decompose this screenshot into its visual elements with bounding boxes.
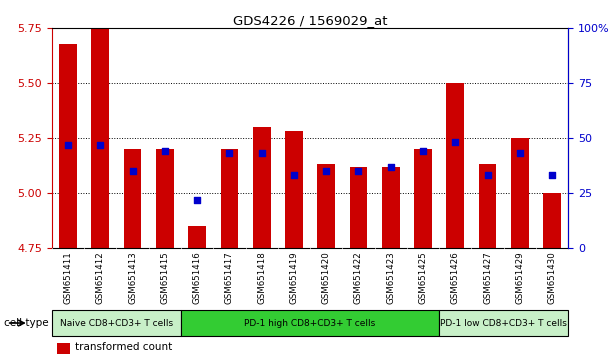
Text: GSM651412: GSM651412: [96, 251, 105, 304]
Bar: [439, 310, 568, 336]
Bar: [317, 164, 335, 248]
Bar: [156, 149, 174, 248]
Bar: [285, 131, 303, 248]
Point: [160, 148, 170, 154]
Bar: [52, 310, 181, 336]
Text: GSM651419: GSM651419: [290, 251, 298, 303]
Text: GSM651425: GSM651425: [419, 251, 428, 304]
Text: Naive CD8+CD3+ T cells: Naive CD8+CD3+ T cells: [60, 319, 173, 327]
Point: [483, 172, 492, 178]
Point: [450, 139, 460, 145]
Text: GSM651418: GSM651418: [257, 251, 266, 304]
Text: GSM651415: GSM651415: [160, 251, 169, 304]
Text: GSM651420: GSM651420: [322, 251, 331, 304]
Bar: [478, 164, 496, 248]
Text: GSM651423: GSM651423: [386, 251, 395, 304]
Text: GSM651427: GSM651427: [483, 251, 492, 304]
Point: [418, 148, 428, 154]
Bar: [511, 138, 529, 248]
Text: GSM651416: GSM651416: [192, 251, 202, 304]
Bar: [382, 167, 400, 248]
Text: PD-1 low CD8+CD3+ T cells: PD-1 low CD8+CD3+ T cells: [441, 319, 567, 327]
Bar: [349, 167, 367, 248]
Bar: [253, 127, 271, 248]
Bar: [181, 310, 439, 336]
Text: GSM651430: GSM651430: [547, 251, 557, 304]
Title: GDS4226 / 1569029_at: GDS4226 / 1569029_at: [233, 14, 387, 27]
Point: [257, 150, 266, 156]
Text: PD-1 high CD8+CD3+ T cells: PD-1 high CD8+CD3+ T cells: [244, 319, 376, 327]
Point: [515, 150, 525, 156]
Point: [386, 164, 396, 170]
Point: [354, 168, 364, 174]
Text: GSM651429: GSM651429: [515, 251, 524, 303]
Text: transformed count: transformed count: [75, 342, 172, 352]
Bar: [188, 226, 206, 248]
Bar: [59, 44, 77, 248]
Point: [289, 172, 299, 178]
Bar: [124, 149, 142, 248]
Bar: [414, 149, 432, 248]
Point: [63, 142, 73, 148]
Text: GSM651417: GSM651417: [225, 251, 234, 304]
Text: GSM651413: GSM651413: [128, 251, 137, 304]
Text: GSM651426: GSM651426: [451, 251, 460, 304]
Text: GSM651422: GSM651422: [354, 251, 363, 304]
Point: [128, 168, 137, 174]
Point: [192, 197, 202, 202]
Point: [95, 142, 105, 148]
Text: cell type: cell type: [4, 318, 49, 328]
Text: GSM651411: GSM651411: [64, 251, 73, 304]
Bar: [57, 339, 70, 354]
Point: [224, 150, 234, 156]
Bar: [447, 83, 464, 248]
Point: [321, 168, 331, 174]
Point: [547, 172, 557, 178]
Bar: [543, 193, 561, 248]
Bar: [92, 28, 109, 248]
Bar: [221, 149, 238, 248]
